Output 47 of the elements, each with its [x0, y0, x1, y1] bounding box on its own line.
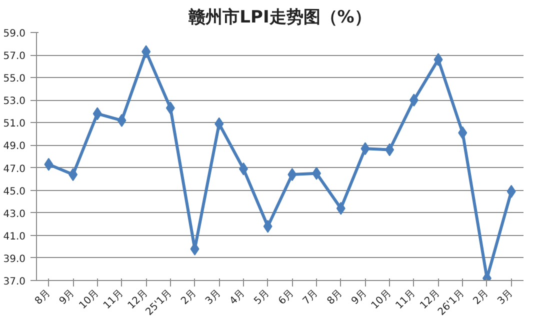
- x-tick-label: 9月: [58, 288, 77, 307]
- x-tick-label: 11月: [102, 288, 126, 312]
- point: [434, 53, 443, 66]
- point: [238, 162, 248, 176]
- y-tick-label: 59.0: [3, 28, 26, 40]
- point: [506, 184, 516, 198]
- y-tick-label: 37.0: [3, 276, 26, 288]
- x-tick-label: 6月: [276, 288, 296, 307]
- x-tick-label: 10月: [77, 288, 102, 312]
- x-tick-label: 2月: [179, 288, 199, 307]
- y-tick-label: 51.0: [3, 118, 26, 130]
- point: [166, 102, 175, 115]
- y-tick-label: 43.0: [3, 208, 26, 220]
- point: [312, 166, 322, 180]
- x-tick-label: 9月: [350, 288, 370, 307]
- point: [360, 142, 370, 156]
- y-tick-label: 49.0: [3, 141, 26, 152]
- x-tick-label: 7月: [301, 288, 320, 307]
- point: [44, 158, 54, 171]
- point: [336, 202, 346, 215]
- y-tick-label: 47.0: [3, 164, 26, 175]
- point: [263, 220, 272, 233]
- point: [214, 117, 224, 130]
- x-tick-label: 2月: [472, 288, 491, 307]
- point: [68, 168, 78, 182]
- x-tick-label: 3月: [204, 288, 224, 307]
- y-tick-label: 57.0: [3, 51, 26, 62]
- y-tick-label: 45.0: [3, 186, 26, 198]
- y-tick-label: 53.0: [3, 96, 26, 108]
- point: [288, 168, 297, 182]
- x-tick-label: 10月: [370, 288, 394, 312]
- point: [458, 126, 468, 140]
- point: [385, 143, 394, 156]
- x-tick-label: 8月: [325, 288, 345, 307]
- x-tick-label: 5月: [252, 288, 272, 307]
- y-tick-label: 41.0: [3, 231, 26, 242]
- y-tick-label: 55.0: [3, 74, 26, 85]
- point: [117, 114, 126, 127]
- point: [409, 94, 418, 107]
- chart-title: 赣州市LPI走势图（%）: [188, 8, 372, 28]
- x-tick-label: 8月: [33, 288, 53, 307]
- y-tick-label: 39.0: [3, 254, 26, 265]
- x-tick-label: 3月: [496, 288, 516, 307]
- x-tick-label: 4月: [228, 288, 248, 307]
- point: [92, 107, 102, 120]
- x-tick-label: 11月: [394, 288, 418, 312]
- point: [142, 45, 151, 58]
